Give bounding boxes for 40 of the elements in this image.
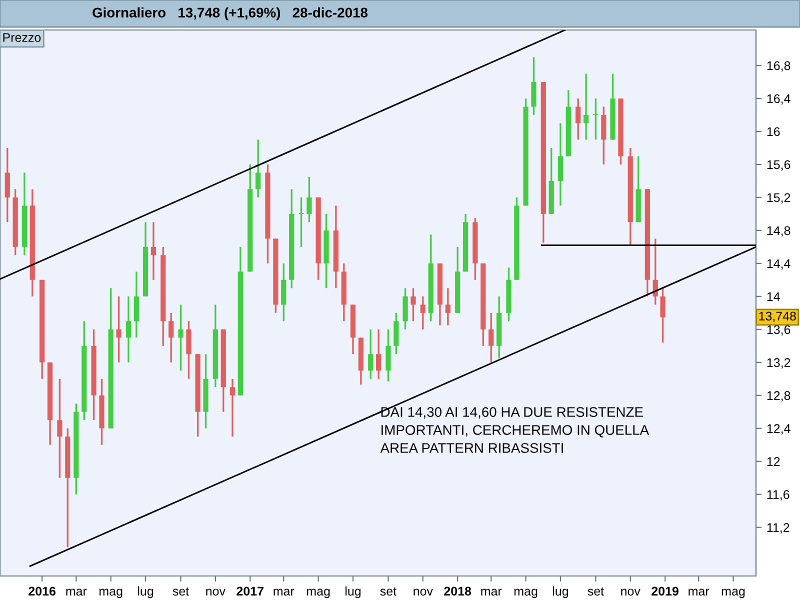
y-tick-label: 14,8 — [767, 226, 790, 237]
x-tick-label: mag — [514, 588, 538, 598]
y-tick-label: 13,2 — [767, 358, 790, 369]
text: 13,748 — [759, 312, 796, 322]
x-tick-label: mar — [274, 588, 294, 596]
x-tick-label: set — [172, 587, 190, 596]
x-tick-label: set — [588, 587, 604, 596]
y-tick-label: 14,4 — [767, 259, 790, 270]
chart-title: Giornaliero 13,748 (+1,69%) 28-dic-2018 — [92, 7, 368, 20]
y-tick-label: 11,6 — [767, 490, 790, 500]
x-tick-label: mar — [688, 588, 710, 596]
y-tick-label: 16,8 — [767, 61, 790, 72]
y-tick-label: 13,6 — [767, 325, 790, 336]
x-tick-label: 2019 — [652, 586, 678, 596]
y-tick-label: 12,8 — [767, 391, 790, 402]
x-tick-label: mar — [66, 588, 87, 596]
x-tick-label: mar — [481, 588, 502, 596]
x-tick-label: 2018 — [444, 586, 472, 596]
x-tick-label: set — [380, 587, 396, 596]
y-tick-label: 15,2 — [767, 193, 790, 204]
y-tick-label: 16 — [767, 127, 780, 136]
x-tick-label: 2016 — [28, 586, 56, 596]
x-tick-label: lug — [552, 586, 568, 598]
x-tick-label: nov — [206, 588, 226, 596]
annotation: DAI 14,30 AI 14,60 HA DUE RESISTENZE IMPORTANTI, CERCHEREMO IN QUELLA AREA PATTERN RIBASSISTI — [380, 407, 650, 453]
y-tick-label: 14 — [767, 292, 780, 301]
y-tick-label: 15,6 — [767, 160, 790, 171]
x-tick-label: lug — [345, 586, 361, 598]
x-tick-label: mag — [306, 588, 330, 598]
x-tick-label: mag — [100, 588, 122, 598]
y-tick-label: 11,2 — [767, 523, 790, 534]
x-tick-label: nov — [621, 588, 640, 596]
x-tick-label: 2017 — [236, 586, 264, 596]
x-tick-label: mag — [722, 588, 745, 598]
y-axis-title: Prezzo — [3, 33, 41, 42]
x-tick-label: lug — [138, 586, 154, 598]
y-tick-label: 12,4 — [767, 424, 790, 434]
y-tick-label: 12 — [767, 457, 780, 466]
x-tick-label: nov — [414, 588, 433, 596]
y-tick-label: 16,4 — [767, 94, 790, 105]
